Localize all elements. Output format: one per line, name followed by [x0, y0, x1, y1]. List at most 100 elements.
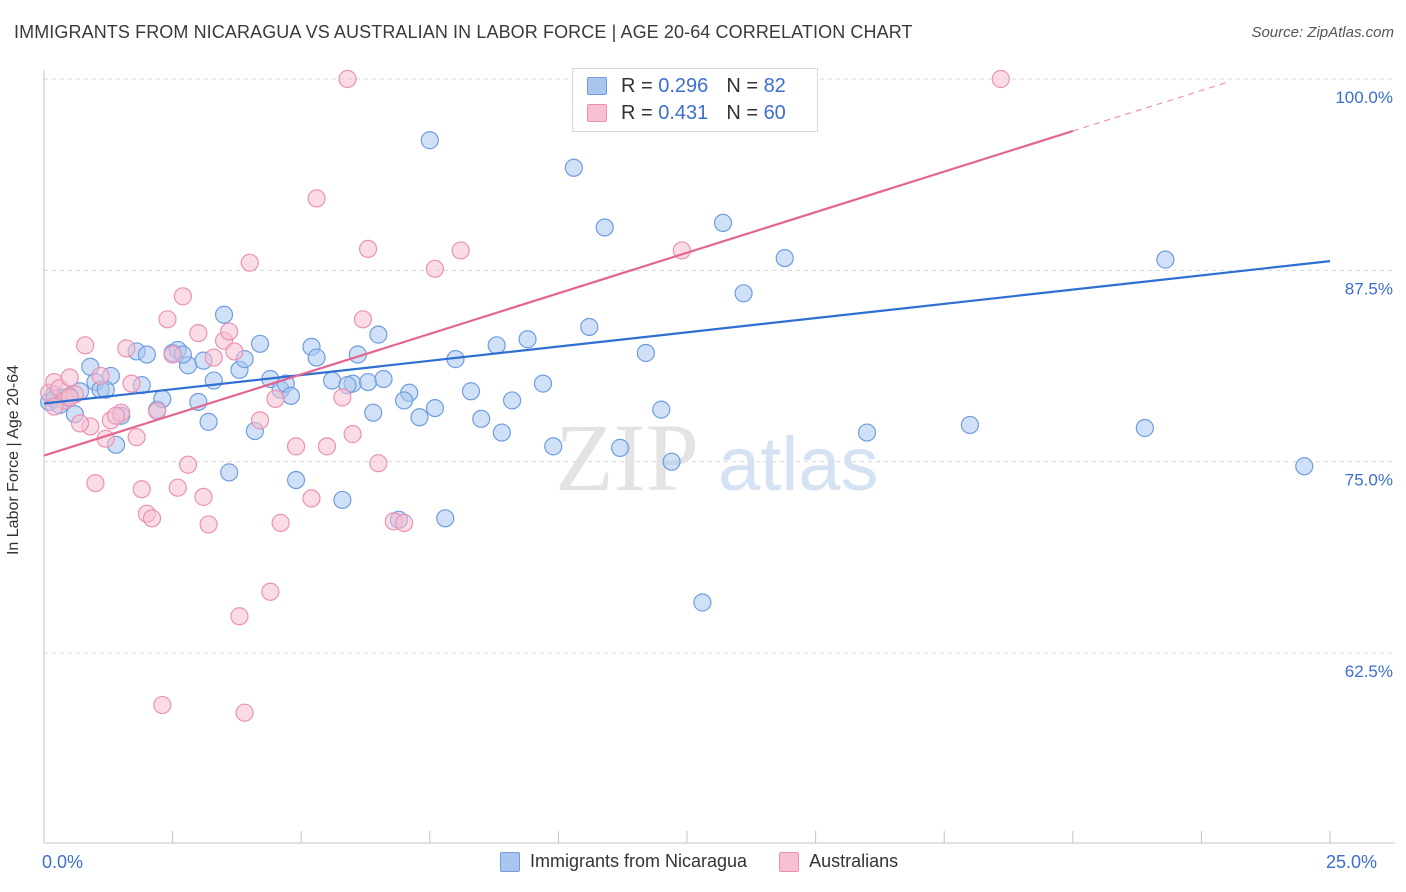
legend-row-australians: R = 0.431 N = 60	[587, 100, 786, 126]
nicaragua-point	[662, 452, 681, 471]
nicaragua-point	[693, 593, 712, 612]
nicaragua-point	[472, 409, 491, 428]
legend-label: Immigrants from Nicaragua	[530, 851, 748, 871]
nicaragua-point	[1295, 457, 1314, 476]
trend-line-nicaragua	[43, 260, 1331, 405]
y-tick-labels: 62.5% 75.0% 87.5% 100.0%	[1335, 88, 1393, 681]
nicaragua-point	[307, 348, 326, 367]
nicaragua-point	[281, 386, 301, 405]
nicaragua-point	[503, 391, 522, 410]
r-label: R =	[621, 101, 653, 124]
watermark: ZIP atlas	[555, 404, 879, 511]
r-label: R =	[621, 74, 653, 97]
nicaragua-point	[137, 345, 156, 364]
australians-point	[189, 323, 208, 343]
trend-lines	[43, 81, 1331, 457]
nicaragua-point	[595, 218, 614, 237]
r-value: 0.296	[658, 74, 709, 97]
legend-swatch-pink	[779, 851, 800, 872]
watermark-atlas: atlas	[718, 422, 879, 507]
australians-point	[199, 515, 218, 534]
trend-line-australians-extension	[1072, 81, 1228, 132]
legend-series: Immigrants from Nicaragua Australians	[500, 851, 930, 872]
australians-point	[225, 342, 244, 361]
source-label: Source: ZipAtlas.com	[1251, 24, 1394, 41]
nicaragua-point	[652, 400, 671, 419]
australians-point	[343, 425, 362, 444]
australians-point	[261, 582, 280, 601]
australians-point	[333, 388, 352, 407]
australians-point	[127, 428, 146, 447]
australians-point	[76, 336, 95, 355]
australians-point	[317, 437, 337, 456]
series-nicaragua-points	[40, 131, 1314, 612]
australians-point	[60, 388, 79, 407]
australians-point	[153, 695, 172, 715]
nicaragua-point	[286, 470, 306, 490]
nicaragua-point	[420, 131, 439, 150]
legend-label: Australians	[809, 851, 899, 871]
legend-item-australians: Australians	[779, 851, 898, 872]
nicaragua-point	[1135, 418, 1154, 438]
nicaragua-point	[713, 213, 733, 232]
australians-point	[358, 239, 378, 259]
r-value: 0.431	[658, 101, 709, 124]
australians-point	[204, 348, 223, 367]
nicaragua-point	[425, 398, 445, 418]
x-tick-label-max: 25.0%	[1326, 852, 1378, 872]
series-australians-points	[40, 69, 1010, 722]
nicaragua-point	[544, 437, 563, 456]
australians-point	[353, 310, 373, 329]
australians-point	[220, 322, 239, 341]
legend-swatch-blue	[500, 851, 520, 872]
nicaragua-point	[410, 408, 429, 427]
nicaragua-point	[204, 371, 223, 390]
australians-point	[168, 478, 187, 497]
nicaragua-point	[533, 374, 553, 393]
n-value: 82	[763, 74, 786, 97]
australians-point	[286, 437, 306, 456]
nicaragua-point	[492, 423, 511, 442]
nicaragua-point	[220, 463, 239, 482]
australians-point	[394, 513, 414, 532]
nicaragua-point	[775, 248, 794, 268]
nicaragua-point	[734, 284, 753, 303]
legend-swatch-blue	[587, 77, 607, 95]
nicaragua-point	[394, 391, 414, 410]
legend-item-nicaragua: Immigrants from Nicaragua	[500, 851, 747, 872]
nicaragua-point	[436, 509, 455, 528]
nicaragua-point	[461, 382, 481, 401]
n-label: N =	[726, 74, 758, 97]
australians-point	[194, 487, 213, 506]
australians-point	[240, 253, 259, 272]
australians-point	[307, 189, 326, 208]
australians-point	[106, 406, 126, 425]
nicaragua-point	[611, 438, 630, 457]
australians-point	[173, 287, 192, 306]
australians-point	[117, 339, 136, 358]
australians-point	[158, 310, 177, 329]
australians-point	[70, 414, 90, 433]
australians-point	[230, 607, 249, 626]
x-tick-label-min: 0.0%	[42, 852, 84, 872]
australians-point	[163, 345, 182, 364]
nicaragua-point	[374, 369, 393, 389]
australians-point	[425, 259, 445, 278]
legend-swatch-pink	[587, 104, 607, 122]
nicaragua-point	[199, 412, 218, 431]
nicaragua-point	[364, 403, 383, 422]
australians-point	[91, 366, 110, 386]
nicaragua-point	[518, 330, 537, 349]
nicaragua-point	[636, 343, 655, 363]
nicaragua-point	[322, 371, 342, 390]
chart-title: IMMIGRANTS FROM NICARAGUA VS AUSTRALIAN …	[14, 22, 913, 42]
nicaragua-point	[333, 490, 352, 510]
australians-point	[178, 455, 198, 474]
y-tick-label: 87.5%	[1345, 279, 1393, 298]
australians-point	[86, 473, 105, 493]
legend-row-nicaragua: R = 0.296 N = 82	[587, 73, 786, 99]
australians-point	[60, 368, 79, 387]
australians-point	[142, 509, 162, 528]
nicaragua-point	[250, 334, 270, 353]
